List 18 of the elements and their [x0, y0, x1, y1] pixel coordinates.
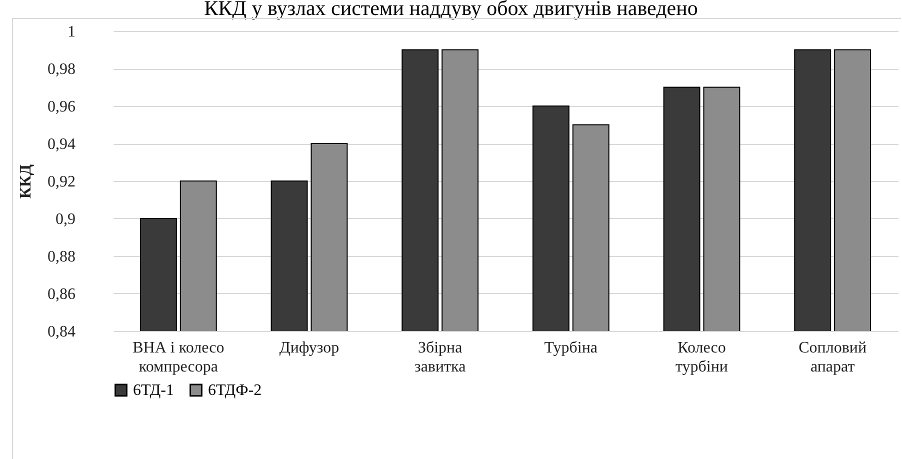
y-tick-label: 0,94: [48, 136, 76, 153]
y-tick-label: 0,96: [48, 98, 76, 116]
x-tick-label: Дифузор: [279, 340, 340, 356]
y-tick-label: 0,86: [48, 286, 76, 303]
x-tick-label: Збірна завитка: [414, 340, 466, 376]
x-tick-label: Колесо турбіни: [676, 340, 728, 376]
y-tick-label: 0,84: [48, 324, 76, 340]
y-tick-label: 0,98: [48, 61, 76, 78]
y-axis-title: ККД: [18, 164, 34, 199]
y-tick-label: 1: [68, 24, 76, 40]
legend-label: 6ТД-1: [133, 382, 174, 400]
x-tick-label: Сопловий апарат: [798, 340, 867, 376]
x-tick-label: ВНА і колесо компресора: [132, 340, 224, 376]
y-tick-label: 0,88: [48, 248, 76, 266]
x-tick-label: Турбіна: [544, 340, 598, 356]
legend-label: 6ТДФ-2: [208, 382, 262, 400]
y-tick-label: 0,9: [56, 211, 76, 228]
y-tick-label: 0,92: [48, 174, 76, 190]
